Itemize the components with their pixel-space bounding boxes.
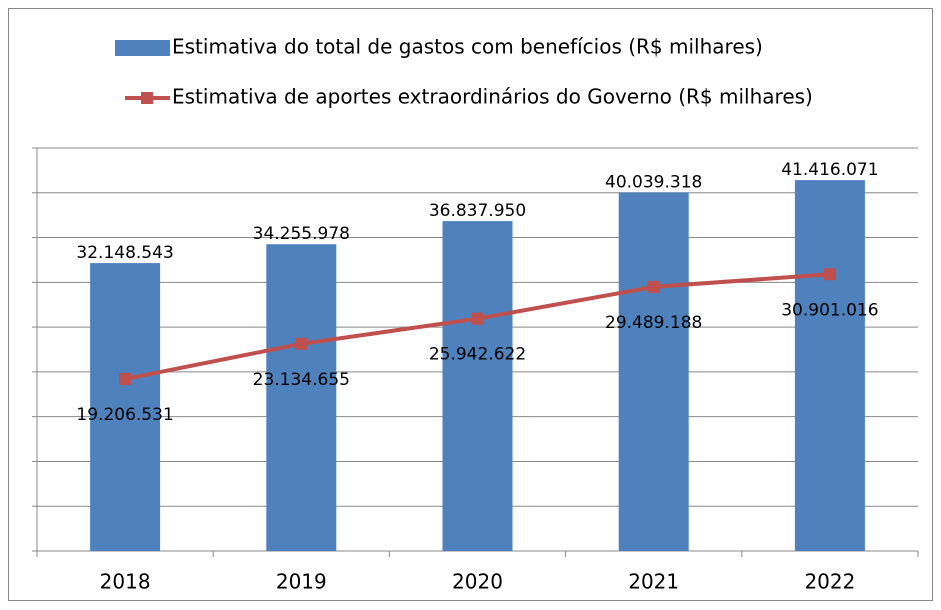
x-tick-label: 2019 (276, 570, 327, 594)
line-marker (471, 312, 484, 325)
legend-label: Estimativa de aportes extraordinários do… (172, 85, 813, 109)
bar (442, 221, 513, 551)
line-value-label: 23.134.655 (253, 370, 350, 390)
line-marker (295, 337, 308, 350)
bar (618, 192, 689, 551)
bar-value-label: 32.148.543 (76, 243, 173, 263)
line-value-label: 29.489.188 (605, 313, 702, 333)
line-marker (647, 280, 660, 293)
bar-value-label: 41.416.071 (781, 160, 878, 180)
line-marker (119, 372, 132, 385)
legend-label: Estimativa do total de gastos com benefí… (172, 35, 763, 59)
x-tick-label: 2021 (628, 570, 679, 594)
line-marker (823, 268, 836, 281)
line-value-label: 25.942.622 (429, 345, 526, 365)
bar (90, 263, 161, 551)
x-tick-label: 2022 (804, 570, 855, 594)
line-value-label: 30.901.016 (781, 300, 878, 320)
bar (794, 180, 865, 551)
x-tick-label: 2020 (452, 570, 503, 594)
bar (266, 244, 337, 551)
legend-swatch (115, 40, 170, 56)
bar-value-label: 36.837.950 (429, 201, 526, 221)
legend-marker (141, 92, 153, 104)
line-value-label: 19.206.531 (76, 405, 173, 425)
bar-value-label: 34.255.978 (253, 224, 350, 244)
x-tick-label: 2018 (100, 570, 151, 594)
bar-value-label: 40.039.318 (605, 172, 702, 192)
